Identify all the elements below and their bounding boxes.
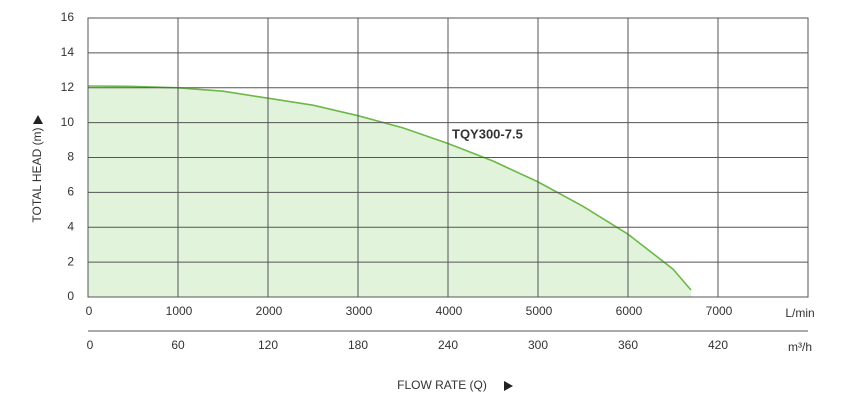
y-tick-label: 4 <box>67 219 74 233</box>
y-axis-title: TOTAL HEAD (m) <box>30 127 44 222</box>
x2-unit: m³/h <box>788 340 812 354</box>
x-axis-title: FLOW RATE (Q) <box>397 378 487 392</box>
x2-tick-label: 0 <box>87 338 94 352</box>
series-label: TQY300-7.5 <box>452 126 523 141</box>
y-tick-label: 8 <box>67 150 74 164</box>
y-tick-label: 14 <box>61 45 75 59</box>
x2-tick-label: 180 <box>348 338 368 352</box>
y-tick-label: 16 <box>61 10 75 24</box>
x2-tick-label: 300 <box>528 338 548 352</box>
y-tick-label: 6 <box>67 185 74 199</box>
x-tick-label: 1000 <box>166 304 193 318</box>
x2-tick-label: 420 <box>708 338 728 352</box>
x-tick-label: 0 <box>86 304 93 318</box>
x2-tick-label: 360 <box>618 338 638 352</box>
x-tick-label: 7000 <box>706 304 733 318</box>
plot-frame <box>87 17 809 298</box>
y-axis-arrow <box>33 115 43 124</box>
curve <box>87 85 692 291</box>
x2-tick-label: 120 <box>258 338 278 352</box>
x2-tick-label: 240 <box>438 338 458 352</box>
x-tick-label: 6000 <box>616 304 643 318</box>
y-tick-label: 12 <box>61 80 75 94</box>
x-tick-label: 5000 <box>526 304 553 318</box>
x-tick-label: 2000 <box>256 304 283 318</box>
x-tick-label: 4000 <box>436 304 463 318</box>
x-tick-label: 3000 <box>346 304 373 318</box>
y-tick-label: 2 <box>67 254 74 268</box>
area-fill <box>88 86 691 297</box>
y-tick-label: 10 <box>61 115 75 129</box>
x-unit: L/min <box>785 306 814 320</box>
y-tick-label: 0 <box>67 289 74 303</box>
x2-tick-label: 60 <box>171 338 185 352</box>
x-axis-arrow <box>504 381 513 391</box>
